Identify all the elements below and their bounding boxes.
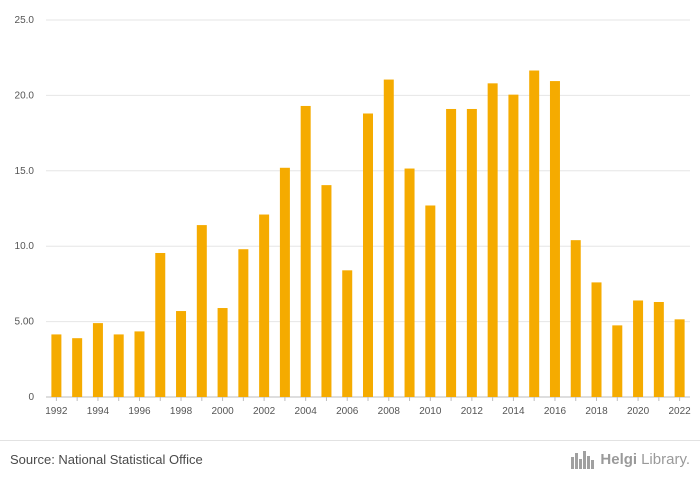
bar-2016[interactable]	[549, 81, 560, 397]
bar-1996[interactable]	[134, 331, 145, 397]
x-tick-label: 2010	[419, 406, 442, 417]
bar-chart: 0 5.00 10.0 15.0 20.0 25.0 1992 1994 1996 1998 200…	[15, 15, 692, 417]
bar-1993[interactable]	[72, 338, 83, 397]
bar-2002[interactable]	[259, 214, 270, 397]
bar-2014[interactable]	[508, 94, 519, 397]
bar-2009[interactable]	[404, 168, 415, 397]
y-tick-label: 5.00	[15, 317, 35, 328]
source-note: Source: National Statistical Office	[10, 452, 203, 467]
y-tick-label: 25.0	[15, 15, 35, 26]
x-tick-label: 2016	[544, 406, 567, 417]
y-tick-label: 0	[28, 392, 34, 403]
bar-1994[interactable]	[92, 323, 103, 397]
x-tick-label: 2020	[627, 406, 650, 417]
x-tick-label: 2004	[295, 406, 318, 417]
x-tick-label: 2000	[211, 406, 234, 417]
x-tick-label: 2012	[461, 406, 484, 417]
bar-2003[interactable]	[279, 167, 290, 397]
bar-2021[interactable]	[653, 301, 664, 397]
y-tick-label: 20.0	[15, 90, 35, 101]
footer: Source: National Statistical Office Helg…	[0, 440, 700, 484]
y-tick-label: 15.0	[15, 166, 35, 177]
bar-2015[interactable]	[529, 70, 540, 397]
bar-2008[interactable]	[383, 79, 394, 397]
bar-2013[interactable]	[487, 83, 498, 397]
x-tick-label: 1994	[87, 406, 110, 417]
bar-1999[interactable]	[196, 225, 207, 397]
brand-name-light: Library.	[641, 450, 690, 468]
x-tick-label: 2002	[253, 406, 276, 417]
bar-1998[interactable]	[176, 311, 187, 397]
x-tick-label: 2022	[668, 406, 691, 417]
x-tick-label: 1992	[45, 406, 68, 417]
bar-2004[interactable]	[300, 105, 311, 398]
x-tick-label: 2008	[378, 406, 401, 417]
brand-name-bold: Helgi	[600, 450, 638, 468]
bar-2005[interactable]	[321, 185, 332, 397]
x-tick-label: 2014	[502, 406, 525, 417]
x-tick-label: 1998	[170, 406, 193, 417]
bar-2022[interactable]	[674, 319, 685, 397]
city-skyline-icon	[571, 451, 595, 469]
bar-2017[interactable]	[570, 240, 581, 397]
bar-2019[interactable]	[612, 325, 623, 397]
x-tick-label: 1996	[128, 406, 151, 417]
bar-1992[interactable]	[51, 334, 62, 397]
helgi-library-logo[interactable]: Helgi Library.	[570, 449, 690, 469]
bar-2006[interactable]	[342, 270, 353, 397]
x-tick-label: 2018	[585, 406, 608, 417]
x-tick-label: 2006	[336, 406, 359, 417]
bar-1997[interactable]	[155, 252, 166, 397]
bar-2000[interactable]	[217, 308, 228, 397]
bar-2001[interactable]	[238, 249, 249, 397]
bar-2007[interactable]	[363, 113, 373, 397]
bar-2010[interactable]	[425, 205, 436, 397]
bar-2018[interactable]	[591, 282, 602, 397]
bar-2011[interactable]	[446, 108, 457, 398]
bar-2012[interactable]	[466, 108, 477, 398]
bar-2020[interactable]	[633, 300, 644, 397]
y-tick-label: 10.0	[15, 241, 35, 252]
bar-1995[interactable]	[113, 334, 124, 397]
